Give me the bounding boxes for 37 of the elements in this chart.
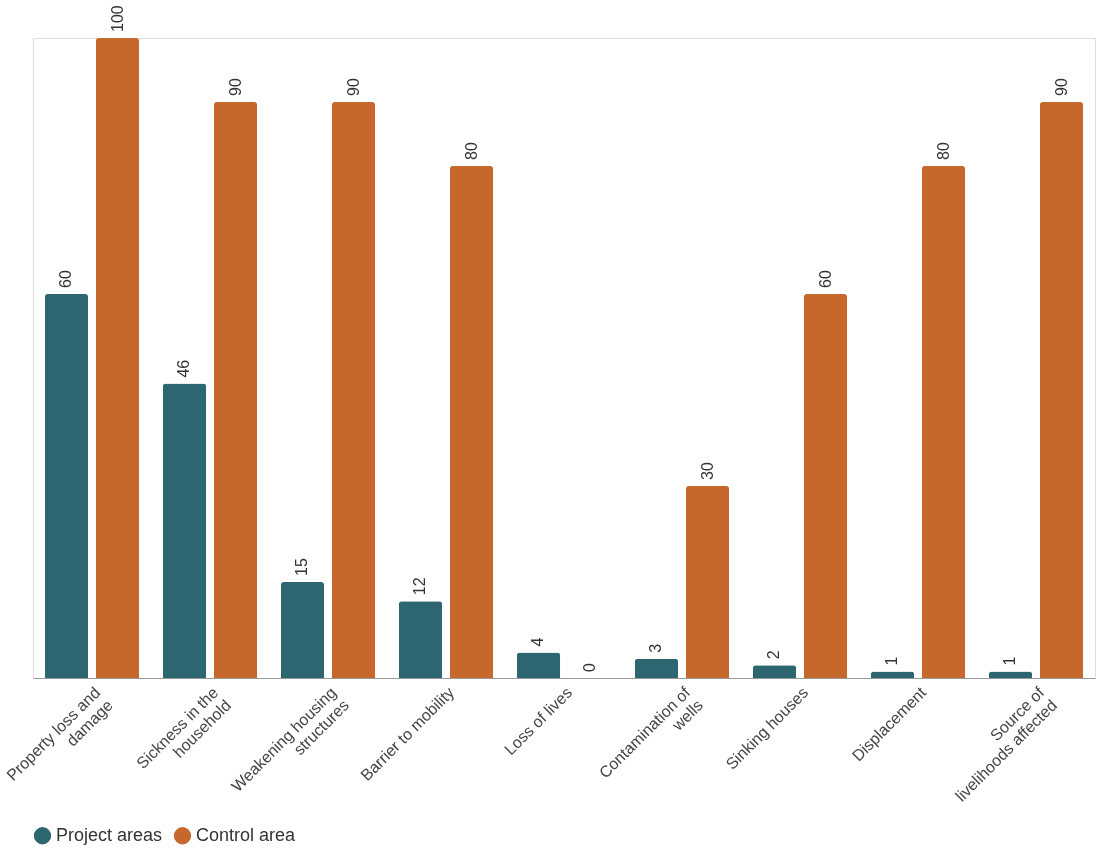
- bar: [1039, 102, 1084, 678]
- bar: [685, 486, 730, 678]
- bar: [213, 102, 258, 678]
- data-label: 1: [1001, 656, 1019, 666]
- bar: [803, 294, 848, 678]
- data-label: 60: [816, 270, 834, 288]
- data-label: 15: [293, 558, 311, 576]
- data-label: 1: [883, 656, 901, 666]
- data-label: 12: [411, 577, 429, 596]
- data-label: 60: [57, 270, 75, 288]
- bar: [280, 582, 325, 678]
- bar: [752, 665, 797, 678]
- bar: [44, 294, 89, 678]
- data-label: 0: [580, 663, 598, 672]
- data-label: 90: [226, 78, 244, 96]
- data-label: 3: [647, 643, 665, 653]
- bar: [988, 671, 1033, 678]
- data-label: 80: [462, 142, 480, 160]
- data-label: 90: [1052, 78, 1070, 96]
- bar: [870, 671, 915, 678]
- data-label: 4: [529, 637, 547, 647]
- data-label: 80: [934, 142, 952, 160]
- bar: [331, 102, 376, 678]
- data-label: 30: [698, 462, 716, 480]
- legend-label: Project areas: [56, 824, 163, 845]
- data-label: 2: [765, 650, 783, 660]
- bar: [516, 652, 561, 678]
- bar: [449, 166, 494, 678]
- legend-label: Control area: [196, 824, 297, 845]
- bar: [162, 383, 207, 678]
- data-label: 90: [344, 78, 362, 96]
- bar: [95, 38, 140, 678]
- data-label: 46: [175, 359, 193, 378]
- bar: [398, 601, 443, 678]
- bar: [921, 166, 966, 678]
- bar: [634, 658, 679, 678]
- data-label: 100: [108, 5, 126, 32]
